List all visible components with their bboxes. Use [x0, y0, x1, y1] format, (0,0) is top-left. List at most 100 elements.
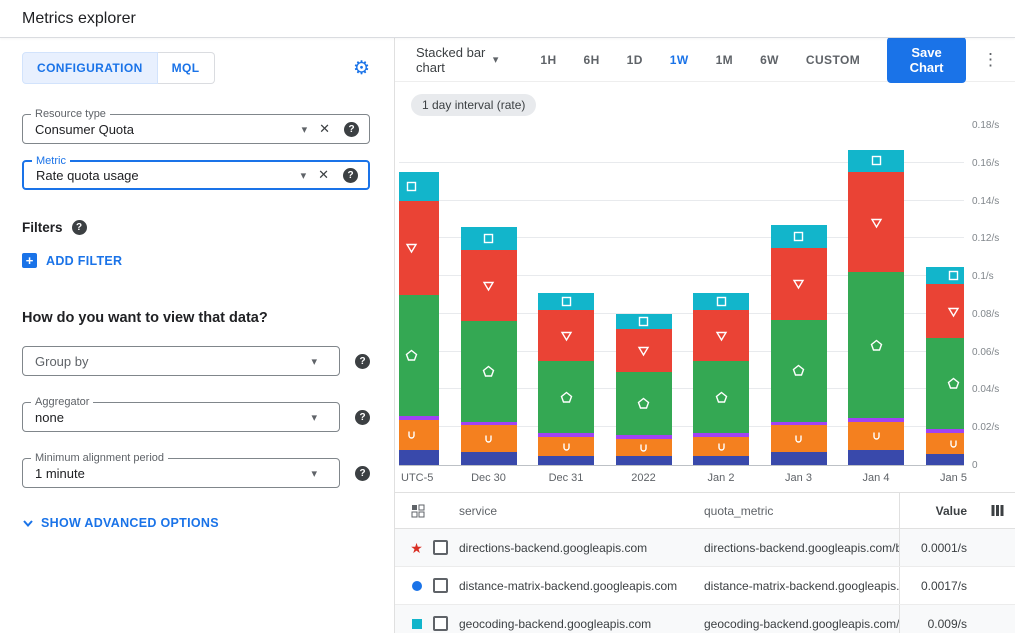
range-button-6w[interactable]: 6W: [760, 52, 779, 67]
bar-segment-purple[interactable]: [848, 417, 904, 422]
help-icon[interactable]: ?: [355, 409, 370, 425]
bar-segment-dark-blue[interactable]: [615, 455, 672, 465]
stacked-bar[interactable]: [925, 266, 964, 465]
tab-mql[interactable]: MQL: [157, 52, 215, 84]
bar-segment-green[interactable]: [615, 372, 672, 435]
tab-configuration[interactable]: CONFIGURATION: [22, 52, 158, 84]
bar-segment-red[interactable]: [693, 310, 749, 362]
bar-segment-teal[interactable]: [770, 225, 827, 248]
bar-segment-purple[interactable]: [615, 434, 672, 439]
bar-segment-purple[interactable]: [770, 421, 827, 426]
bar-segment-green[interactable]: [693, 361, 749, 433]
bar-segment-purple[interactable]: [399, 415, 439, 420]
bar-segment-red[interactable]: [538, 310, 594, 362]
bar-segment-orange[interactable]: [538, 436, 594, 456]
bar-segment-orange[interactable]: [460, 425, 517, 452]
chevron-down-icon[interactable]: ▾: [301, 123, 308, 136]
save-chart-button[interactable]: Save Chart: [887, 36, 966, 83]
bar-segment-teal[interactable]: [925, 266, 964, 284]
row-checkbox[interactable]: [433, 540, 448, 555]
stacked-bar[interactable]: [693, 293, 749, 465]
column-header-value[interactable]: Value: [935, 503, 967, 518]
metric-select[interactable]: Metric Rate quota usage ▾ ✕ ?: [22, 155, 370, 190]
bar-segment-teal[interactable]: [538, 293, 594, 311]
bar-segment-orange[interactable]: [925, 432, 964, 454]
bar-segment-red[interactable]: [460, 249, 517, 322]
help-icon[interactable]: ?: [343, 167, 358, 183]
table-row[interactable]: geocoding-backend.googleapis.com geocodin…: [395, 605, 1015, 633]
range-button-1d[interactable]: 1D: [626, 52, 643, 67]
bar-segment-green[interactable]: [925, 338, 964, 430]
show-advanced-options-button[interactable]: SHOW ADVANCED OPTIONS: [22, 516, 370, 530]
chevron-down-icon[interactable]: ▾: [311, 355, 317, 368]
clear-icon[interactable]: ✕: [318, 167, 329, 182]
chevron-down-icon[interactable]: ▾: [300, 169, 307, 182]
add-filter-button[interactable]: + ADD FILTER: [22, 253, 370, 268]
bar-segment-teal[interactable]: [615, 313, 672, 329]
bar-segment-green[interactable]: [538, 361, 594, 433]
column-header-quota-metric[interactable]: quota_metric: [704, 503, 774, 518]
gear-icon[interactable]: ⚙: [352, 57, 370, 79]
bar-segment-teal[interactable]: [460, 227, 517, 250]
stacked-bar[interactable]: [460, 227, 517, 465]
grid-icon[interactable]: [411, 504, 425, 518]
column-header-service[interactable]: service: [459, 503, 498, 518]
table-row[interactable]: ★ directions-backend.googleapis.com direct…: [395, 529, 1015, 567]
column-selector-icon[interactable]: [991, 504, 1004, 517]
bar-segment-orange[interactable]: [693, 436, 749, 456]
range-button-custom[interactable]: CUSTOM: [805, 52, 861, 67]
bar-segment-dark-blue[interactable]: [693, 455, 749, 465]
chart-type-dropdown[interactable]: Stacked bar chart ▾: [416, 45, 498, 75]
bar-segment-red[interactable]: [770, 247, 827, 320]
bar-segment-green[interactable]: [399, 295, 439, 416]
bar-segment-orange[interactable]: [615, 438, 672, 456]
stacked-bar[interactable]: [770, 225, 827, 465]
bar-segment-orange[interactable]: [770, 425, 827, 452]
bar-segment-orange[interactable]: [399, 419, 439, 450]
stacked-bar[interactable]: [399, 172, 439, 465]
bar-segment-teal[interactable]: [399, 172, 439, 201]
bar-segment-dark-blue[interactable]: [925, 453, 964, 465]
bar-segment-teal[interactable]: [693, 293, 749, 311]
bar-segment-purple[interactable]: [538, 432, 594, 437]
group-by-select[interactable]: Group by ▾: [22, 346, 340, 376]
bar-segment-dark-blue[interactable]: [848, 449, 904, 465]
range-button-1w[interactable]: 1W: [669, 52, 689, 67]
help-icon[interactable]: ?: [344, 121, 359, 137]
chevron-down-icon[interactable]: ▾: [311, 411, 317, 424]
more-options-icon[interactable]: ⋮: [982, 49, 999, 69]
bar-segment-dark-blue[interactable]: [399, 449, 439, 465]
alignment-period-select[interactable]: Minimum alignment period 1 minute ▾: [22, 452, 340, 488]
resource-type-select[interactable]: Resource type Consumer Quota ▾ ✕ ?: [22, 108, 370, 144]
bar-segment-dark-blue[interactable]: [770, 451, 827, 465]
bar-segment-dark-blue[interactable]: [538, 455, 594, 465]
bar-segment-green[interactable]: [770, 319, 827, 422]
help-icon[interactable]: ?: [355, 465, 370, 481]
stacked-bar[interactable]: [538, 293, 594, 465]
bar-segment-dark-blue[interactable]: [460, 451, 517, 465]
stacked-bar[interactable]: [848, 149, 904, 465]
chevron-down-icon[interactable]: ▾: [311, 467, 317, 480]
bar-segment-purple[interactable]: [925, 429, 964, 433]
table-row[interactable]: distance-matrix-backend.googleapis.com di…: [395, 567, 1015, 605]
range-button-6h[interactable]: 6H: [583, 52, 600, 67]
aggregator-select[interactable]: Aggregator none ▾: [22, 396, 340, 432]
bar-segment-red[interactable]: [399, 200, 439, 295]
range-button-1h[interactable]: 1H: [540, 52, 557, 67]
range-button-1m[interactable]: 1M: [715, 52, 734, 67]
bar-segment-teal[interactable]: [848, 149, 904, 173]
row-checkbox[interactable]: [433, 578, 448, 593]
bar-segment-red[interactable]: [848, 172, 904, 273]
bar-segment-purple[interactable]: [460, 421, 517, 426]
stacked-bar[interactable]: [615, 313, 672, 465]
help-icon[interactable]: ?: [71, 220, 87, 235]
clear-icon[interactable]: ✕: [319, 121, 330, 136]
bar-segment-purple[interactable]: [693, 432, 749, 437]
bar-segment-red[interactable]: [925, 283, 964, 339]
bar-segment-green[interactable]: [460, 321, 517, 422]
bar-segment-red[interactable]: [615, 329, 672, 373]
help-icon[interactable]: ?: [355, 353, 370, 369]
bar-segment-orange[interactable]: [848, 421, 904, 450]
row-checkbox[interactable]: [433, 616, 448, 631]
bar-segment-green[interactable]: [848, 272, 904, 418]
